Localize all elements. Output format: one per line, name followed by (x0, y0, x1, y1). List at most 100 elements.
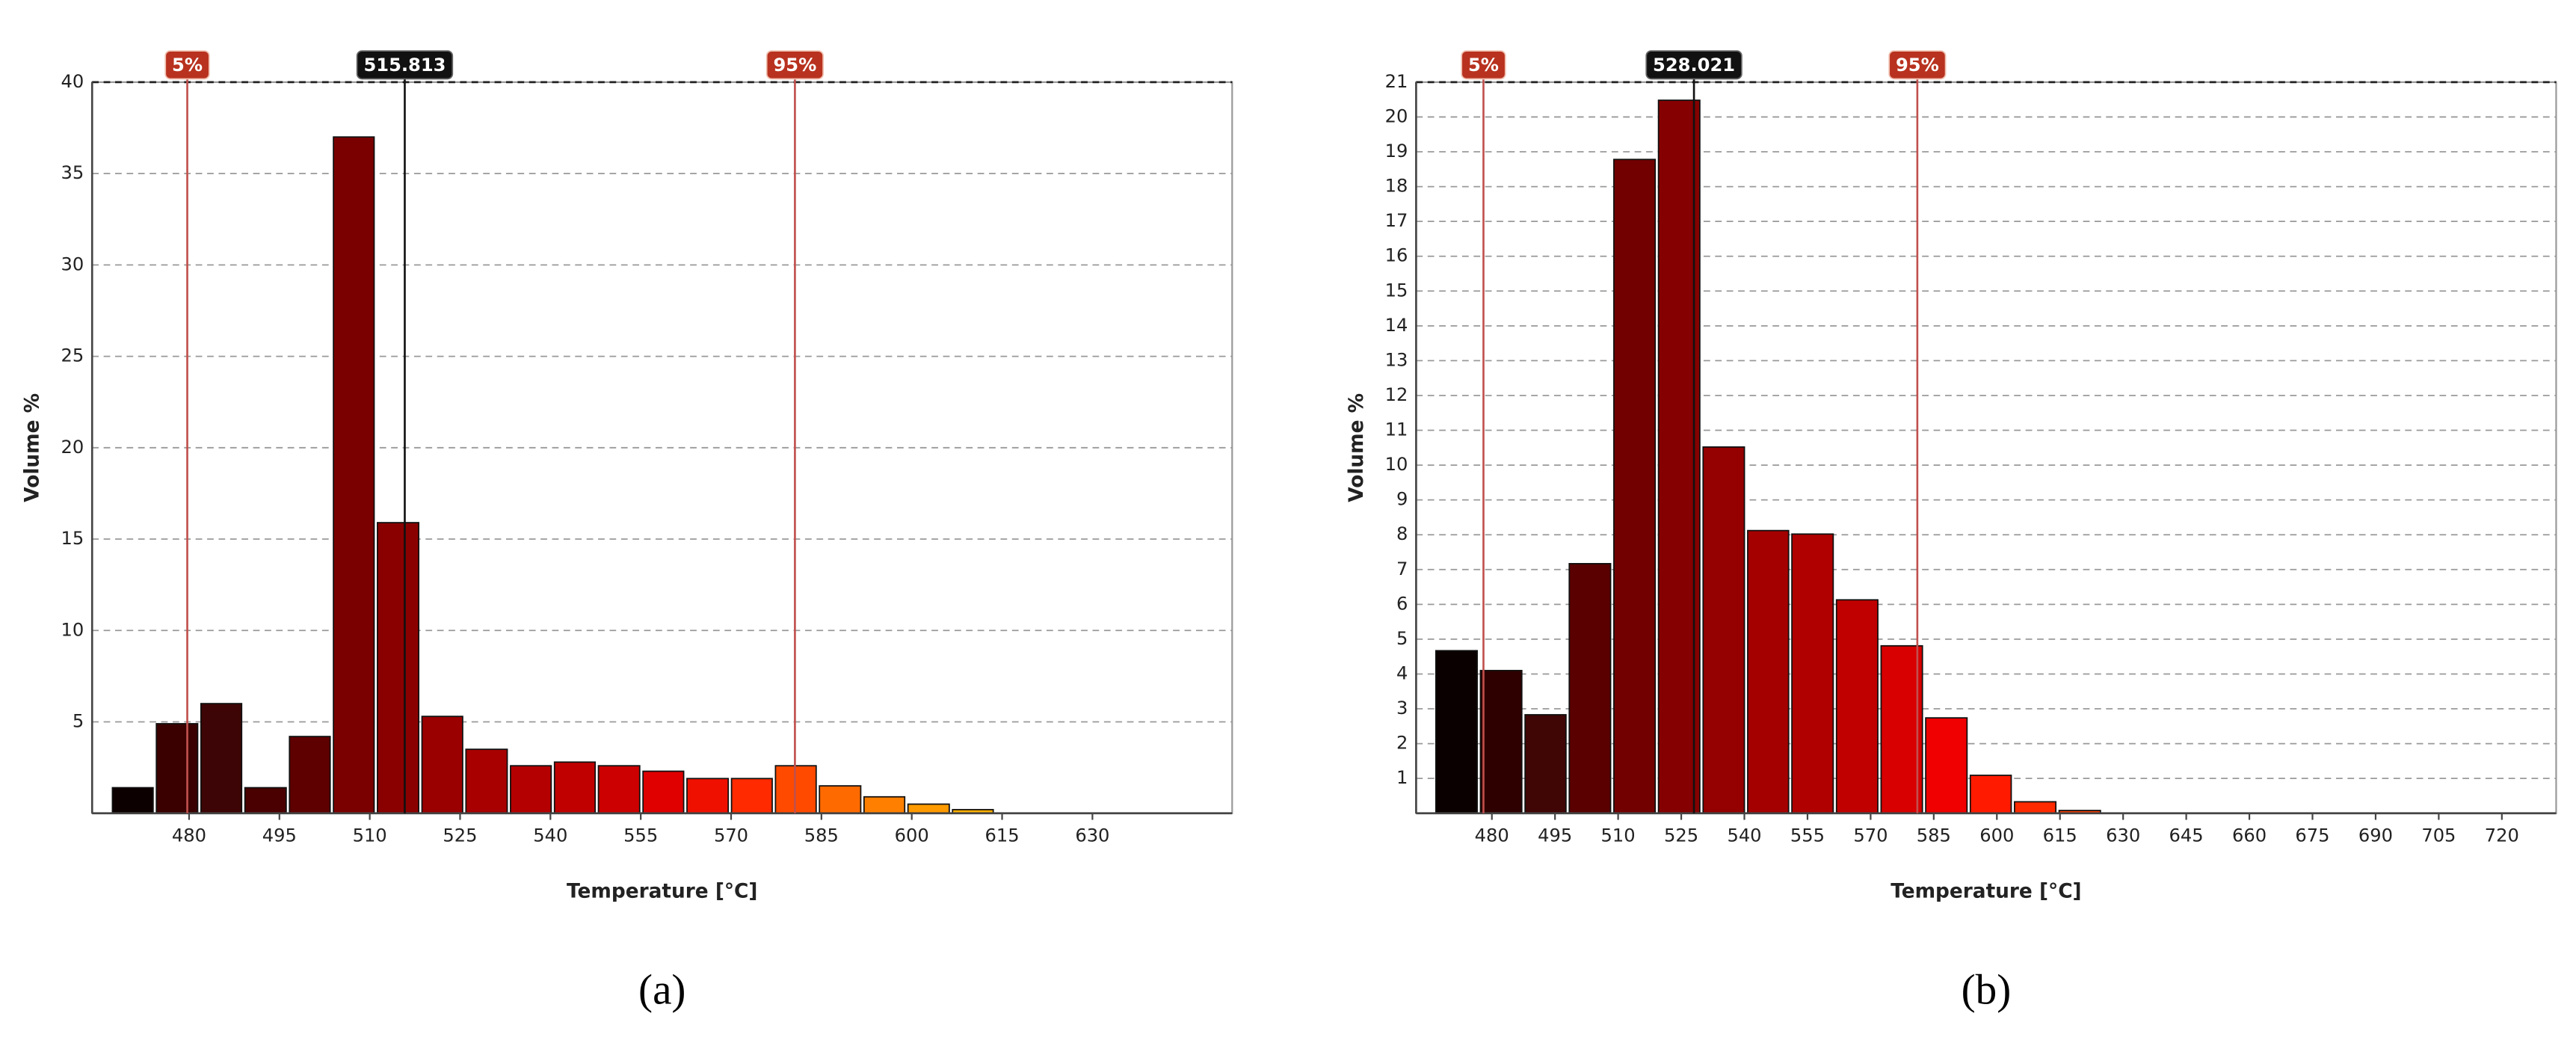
x-tick-label: 570 (1853, 825, 1888, 846)
histogram-bar (200, 703, 243, 814)
caption: (b) (1962, 967, 2012, 1014)
x-tick-label: 555 (623, 825, 658, 846)
x-tick-label: 495 (262, 825, 297, 846)
y-tick-label: 25 (61, 345, 84, 366)
x-tick-label: 585 (804, 825, 839, 846)
y-tick-label: 1 (1396, 767, 1408, 788)
histogram-bar (1568, 562, 1612, 814)
histogram-bar (155, 723, 199, 814)
histogram-bar (863, 796, 906, 814)
x-tick-label: 705 (2421, 825, 2456, 846)
histogram-bar (1969, 775, 2012, 814)
y-tick-label: 19 (1385, 141, 1408, 161)
y-tick-label: 10 (61, 619, 84, 640)
y-tick-label: 14 (1385, 315, 1408, 336)
y-tick-label: 10 (1385, 454, 1408, 475)
x-tick-label: 570 (714, 825, 748, 846)
y-tick-label: 17 (1385, 210, 1408, 231)
y-tick-label: 15 (1385, 280, 1408, 301)
x-tick-label: 690 (2358, 825, 2393, 846)
y-axis-label: Volume % (22, 393, 44, 502)
histogram-bar (553, 761, 597, 814)
histogram-bar (1702, 446, 1745, 814)
x-tick-label: 675 (2295, 825, 2329, 846)
histogram-bar (377, 522, 419, 814)
histogram-bar (730, 778, 773, 814)
histogram-bar (597, 765, 641, 814)
marker-label: 5% (1468, 55, 1499, 76)
histogram-bar (289, 736, 331, 814)
x-axis-label: Temperature [°C] (1891, 881, 2081, 903)
marker-label-box (1645, 50, 1743, 80)
histogram-bar (1747, 529, 1790, 814)
histogram-bar (510, 765, 552, 814)
histogram-bar (1791, 533, 1834, 814)
histogram-bar (642, 770, 685, 814)
histogram-bar (1880, 644, 1923, 814)
marker-label: 515.813 (363, 55, 446, 76)
histogram-bar (1524, 714, 1567, 814)
y-tick-label: 16 (1385, 245, 1408, 266)
histogram-bar (111, 787, 154, 814)
histogram-bar (686, 778, 730, 814)
histogram-bar (1657, 99, 1701, 814)
histogram-bar (1435, 650, 1478, 814)
histogram-bar (2013, 801, 2057, 814)
histogram-bar (819, 785, 862, 814)
y-tick-label: 8 (1396, 523, 1408, 544)
histogram-bar (333, 136, 375, 814)
y-tick-label: 35 (61, 162, 84, 183)
x-tick-label: 480 (172, 825, 206, 846)
y-tick-label: 5 (1396, 628, 1408, 649)
caption: (a) (638, 967, 685, 1014)
y-tick-label: 21 (1385, 71, 1408, 92)
y-tick-label: 7 (1396, 559, 1408, 579)
y-tick-label: 3 (1396, 698, 1408, 719)
marker-label: 5% (172, 55, 203, 76)
marker-label: 95% (773, 55, 816, 76)
x-tick-label: 585 (1917, 825, 1951, 846)
marker-label-box (164, 50, 210, 80)
histogram-bar (1835, 599, 1879, 814)
marker-label-box (765, 50, 824, 80)
y-tick-label: 13 (1385, 349, 1408, 370)
marker-label-box (1461, 50, 1506, 80)
y-tick-label: 20 (61, 437, 84, 458)
histogram-bar (421, 716, 463, 814)
histogram-bar (1613, 159, 1657, 814)
x-tick-label: 615 (2043, 825, 2077, 846)
x-tick-label: 525 (1664, 825, 1698, 846)
x-tick-label: 660 (2232, 825, 2267, 846)
y-tick-label: 12 (1385, 384, 1408, 405)
x-axis-label: Temperature [°C] (567, 881, 757, 903)
histogram-bar (1479, 669, 1523, 814)
marker-label-box (1888, 50, 1947, 80)
y-tick-label: 40 (61, 71, 84, 92)
x-tick-label: 540 (1727, 825, 1761, 846)
x-tick-label: 630 (1075, 825, 1109, 846)
histogram-bar (907, 803, 950, 814)
marker-label: 528.021 (1653, 55, 1735, 76)
x-tick-label: 630 (2106, 825, 2140, 846)
y-axis-label: Volume % (1346, 393, 1368, 502)
y-tick-label: 30 (61, 253, 84, 274)
y-tick-label: 18 (1385, 176, 1408, 197)
x-tick-label: 600 (895, 825, 929, 846)
x-tick-label: 615 (985, 825, 1019, 846)
x-tick-label: 510 (1601, 825, 1636, 846)
histogram-bar (244, 787, 287, 814)
x-tick-label: 540 (533, 825, 567, 846)
x-tick-label: 495 (1538, 825, 1572, 846)
x-tick-label: 510 (353, 825, 387, 846)
x-tick-label: 480 (1475, 825, 1509, 846)
marker-label: 95% (1896, 55, 1939, 76)
y-tick-label: 20 (1385, 105, 1408, 126)
y-tick-label: 4 (1396, 662, 1408, 683)
marker-label-box (356, 50, 454, 80)
x-tick-label: 525 (443, 825, 477, 846)
x-tick-label: 720 (2485, 825, 2519, 846)
y-tick-label: 5 (73, 711, 84, 732)
